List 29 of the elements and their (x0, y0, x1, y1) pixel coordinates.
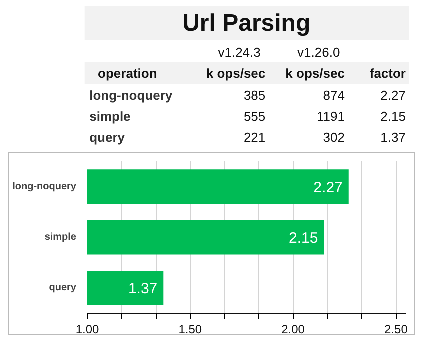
text: v1.26.0 (298, 45, 340, 60)
y-tick-label: long-noquery (12, 181, 77, 192)
data-label: 2.15 (288, 230, 318, 247)
x-tick-label: 2.00 (282, 322, 306, 336)
text: k ops/sec (286, 66, 345, 81)
text: k ops/sec (206, 66, 266, 81)
data-label: 221 (244, 130, 266, 145)
data-label: 1.37 (380, 130, 406, 145)
text: operation (98, 66, 158, 81)
data-label: 2.15 (380, 109, 406, 124)
x-tick-label: 1.50 (178, 322, 202, 336)
data-label: 555 (244, 109, 266, 124)
data-label: 2.27 (380, 88, 406, 103)
category-label: long-noquery (90, 88, 174, 103)
data-label: 1.37 (128, 280, 158, 298)
data-label: 1191 (316, 109, 345, 124)
y-tick-label: simple (44, 232, 77, 243)
text: v1.24.3 (218, 45, 261, 60)
y-tick-label: query (49, 282, 77, 294)
data-label: 302 (323, 130, 345, 145)
data-label: 385 (244, 88, 266, 103)
text: Url Parsing (182, 10, 311, 37)
category-label: simple (90, 109, 131, 124)
category-label: query (90, 130, 126, 145)
text: factor (370, 66, 406, 81)
data-label: 2.27 (314, 179, 343, 196)
x-tick-label: 1.00 (76, 322, 100, 336)
data-label: 874 (323, 88, 345, 103)
x-tick-label: 2.50 (384, 322, 408, 336)
